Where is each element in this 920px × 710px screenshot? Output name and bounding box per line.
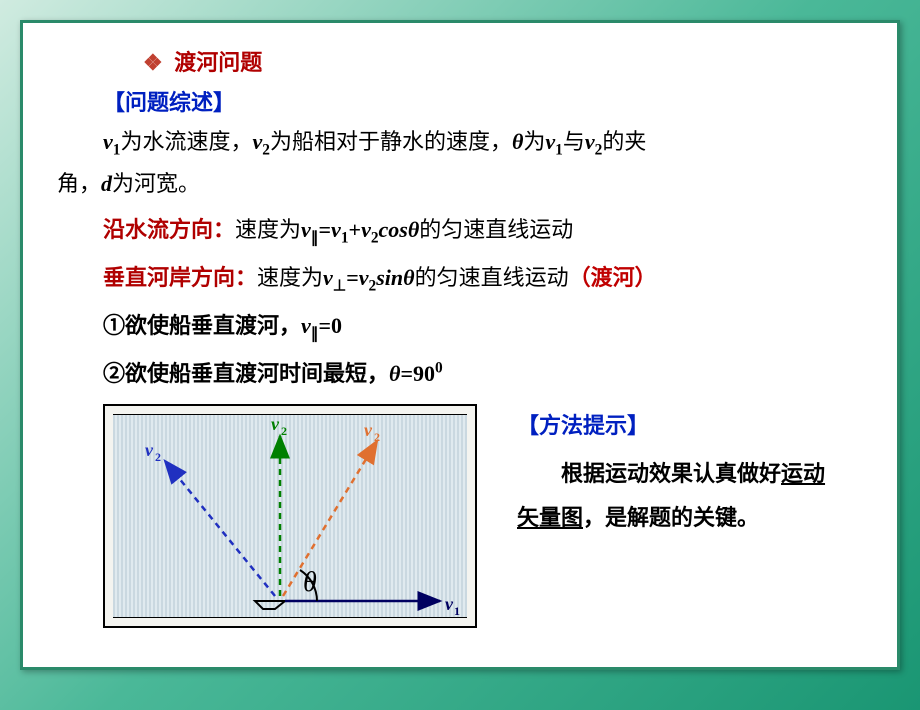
ma: 根据运动效果认真做好 [561,461,781,486]
svg-text:2: 2 [281,424,287,438]
l4a: 速度为 [257,265,323,290]
l6a: ②欲使船垂直渡河时间最短， [103,361,389,386]
l5b: =0 [318,313,342,338]
para2: 角，d为河宽。 [53,164,867,204]
diagram-svg: v 1 v 2 v 2 v 2 θ [105,406,475,626]
l4r: （渡河） [569,265,657,290]
bottom-row: v 1 v 2 v 2 v 2 θ 【方法提示】 根据运动效果认真做好运动矢量图… [53,404,867,628]
t7: 为河宽。 [112,171,200,196]
svg-text:v: v [271,414,280,434]
line5: ①欲使船垂直渡河，v∥=0 [53,306,867,348]
title: ❖ 渡河问题 [53,43,867,83]
diagram: v 1 v 2 v 2 v 2 θ [103,404,477,628]
line3: 沿水流方向：速度为v∥=v1+v2cosθ的匀速直线运动 [53,210,867,252]
title-text: 渡河问题 [174,50,262,75]
l4b: 的匀速直线运动 [415,265,569,290]
t3: 为 [523,129,545,154]
diamond-icon: ❖ [143,50,163,75]
l3label: 沿水流方向： [103,217,235,242]
slide: ❖ 渡河问题 【问题综述】 v1为水流速度，v2为船相对于静水的速度，θ为v1与… [20,20,900,670]
l5a: ①欲使船垂直渡河， [103,313,301,338]
l4label: 垂直河岸方向： [103,265,257,290]
svg-text:2: 2 [374,430,380,444]
svg-text:v: v [145,440,154,460]
para1: v1为水流速度，v2为船相对于静水的速度，θ为v1与v2的夹 [53,122,867,164]
mb: ，是解题的关键。 [583,505,759,530]
svg-text:2: 2 [155,450,161,464]
l3b: 的匀速直线运动 [419,217,573,242]
method-box: 【方法提示】 根据运动效果认真做好运动矢量图，是解题的关键。 [477,404,837,628]
t1: 为水流速度， [120,129,252,154]
t6: 角， [57,171,101,196]
svg-text:v: v [364,420,373,440]
svg-text:1: 1 [454,604,460,618]
svg-text:θ: θ [303,567,317,598]
t5: 的夹 [602,129,646,154]
content: ❖ 渡河问题 【问题综述】 v1为水流速度，v2为船相对于静水的速度，θ为v1与… [23,23,897,648]
method-label: 【方法提示】 [517,404,649,448]
t4: 与 [563,129,585,154]
svg-text:v: v [445,594,454,614]
l3a: 速度为 [235,217,301,242]
section-label: 【问题综述】 [53,83,867,123]
line4: 垂直河岸方向：速度为v⊥=v2sinθ的匀速直线运动（渡河） [53,258,867,300]
line6: ②欲使船垂直渡河时间最短，θ=900 [53,354,867,394]
t2: 为船相对于静水的速度， [270,129,512,154]
l6b: =90 [400,361,435,386]
